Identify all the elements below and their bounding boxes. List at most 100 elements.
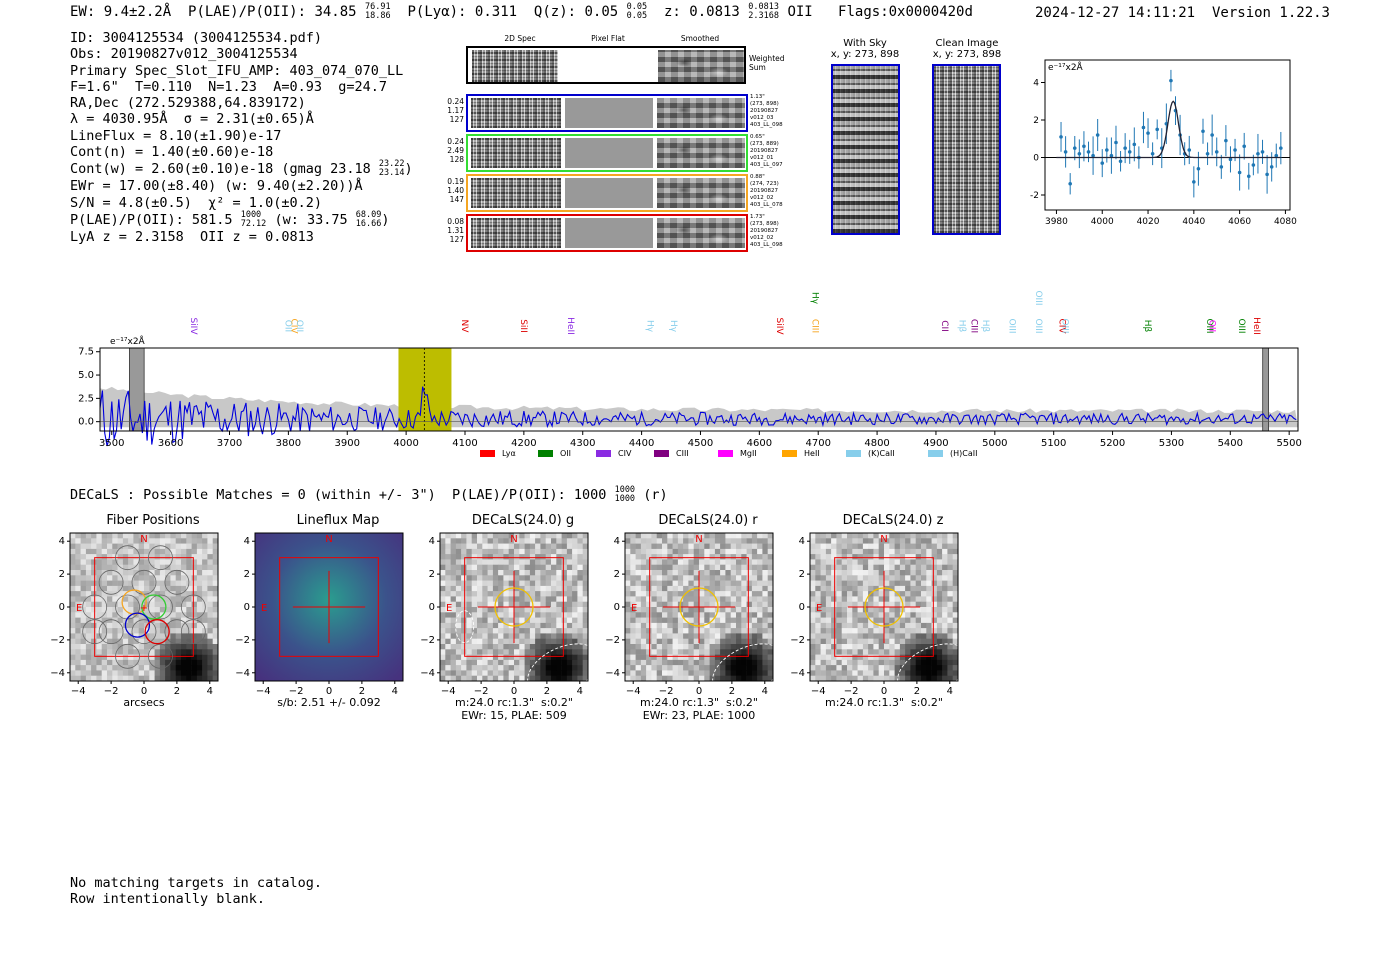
image-pixel [714,596,721,602]
image-pixel [450,622,457,629]
image-pixel [725,575,731,581]
emission-line-label: Hβ [1142,320,1152,333]
image-pixel [847,644,853,650]
legend-swatch [596,450,611,457]
image-pixel [450,538,457,544]
image-pixel [75,654,81,661]
image-pixel [767,580,774,587]
image-pixel [561,601,568,608]
image-pixel [936,612,943,618]
image-pixel [741,638,747,645]
image-pixel [688,628,694,634]
image-pixel [503,575,509,581]
image-pixel [450,675,457,682]
fit-point [1082,144,1086,149]
image-pixel [117,538,124,544]
image-pixel [582,607,589,613]
panel-x-tick-label: 0 [881,686,887,697]
image-pixel [165,607,171,613]
image-pixel [942,612,948,618]
image-pixel [847,633,853,639]
image-pixel [646,654,652,661]
image-pixel [810,649,816,655]
image-pixel [566,612,573,618]
image-pixel [862,633,869,639]
image-pixel [857,659,864,666]
image-pixel [101,607,108,613]
image-pixel [540,591,546,597]
image-pixel [154,644,161,650]
image-pixel [868,548,874,555]
neighbor-ellipse [712,643,785,696]
image-pixel [572,570,578,576]
image-pixel [202,591,208,597]
image-pixel [96,554,102,560]
image-pixel [873,533,879,539]
image-pixel [688,585,694,592]
image-pixel [477,533,483,539]
panel-x-tick-label: 2 [174,686,180,697]
image-pixel [926,628,932,634]
image-pixel [80,559,87,565]
image-pixel [899,670,906,676]
image-pixel [191,612,198,618]
image-pixel [159,607,166,613]
image-pixel [524,559,531,565]
image-pixel [556,622,562,629]
image-pixel [873,644,879,650]
image-pixel [535,580,541,587]
image-pixel [165,665,171,671]
image-pixel [630,622,636,629]
image-pixel [736,575,742,581]
image-pixel [852,675,858,682]
image-pixel [466,659,472,666]
fiber-row-info: 0.88" (274, 723) 20190827 v012_02 403_LL… [750,174,783,208]
image-pixel [873,580,879,587]
image-pixel [857,612,864,618]
image-pixel [757,622,763,629]
image-pixel [540,638,546,645]
image-pixel [847,580,853,587]
fiber-circle [115,545,140,571]
image-pixel [70,628,76,634]
image-pixel [551,570,557,576]
image-pixel [91,607,97,613]
image-pixel [656,548,663,555]
image-pixel [704,580,710,587]
image-pixel [440,649,446,655]
image-pixel [720,622,726,629]
image-pixel [212,575,219,581]
image-pixel [96,543,102,550]
image-pixel [477,612,483,618]
image-pixel [762,533,768,539]
image-pixel [936,548,943,555]
image-pixel [751,612,758,618]
image-pixel [635,533,642,539]
east-label: E [446,603,452,614]
image-pixel [503,580,509,587]
image-pixel [884,670,890,676]
image-pixel [831,670,837,676]
image-pixel [625,659,631,666]
image-pixel [159,670,166,676]
image-pixel [852,554,858,560]
image-pixel [503,617,509,624]
image-pixel [847,675,853,682]
image-pixel [651,649,657,655]
image-pixel [672,617,679,624]
panel-x-tick-label: 2 [729,686,735,697]
image-pixel [662,670,668,676]
fit-point [1059,135,1063,139]
image-pixel [154,670,161,676]
image-pixel [212,612,219,618]
image-pixel [524,554,531,560]
image-pixel [91,580,97,587]
image-pixel [730,596,737,602]
spectrum-x-tick-label: 4600 [747,438,772,449]
image-pixel [498,628,504,634]
image-pixel [144,612,150,618]
image-pixel [529,585,536,592]
image-pixel [656,607,663,613]
image-pixel [662,533,668,539]
image-pixel [767,596,774,602]
